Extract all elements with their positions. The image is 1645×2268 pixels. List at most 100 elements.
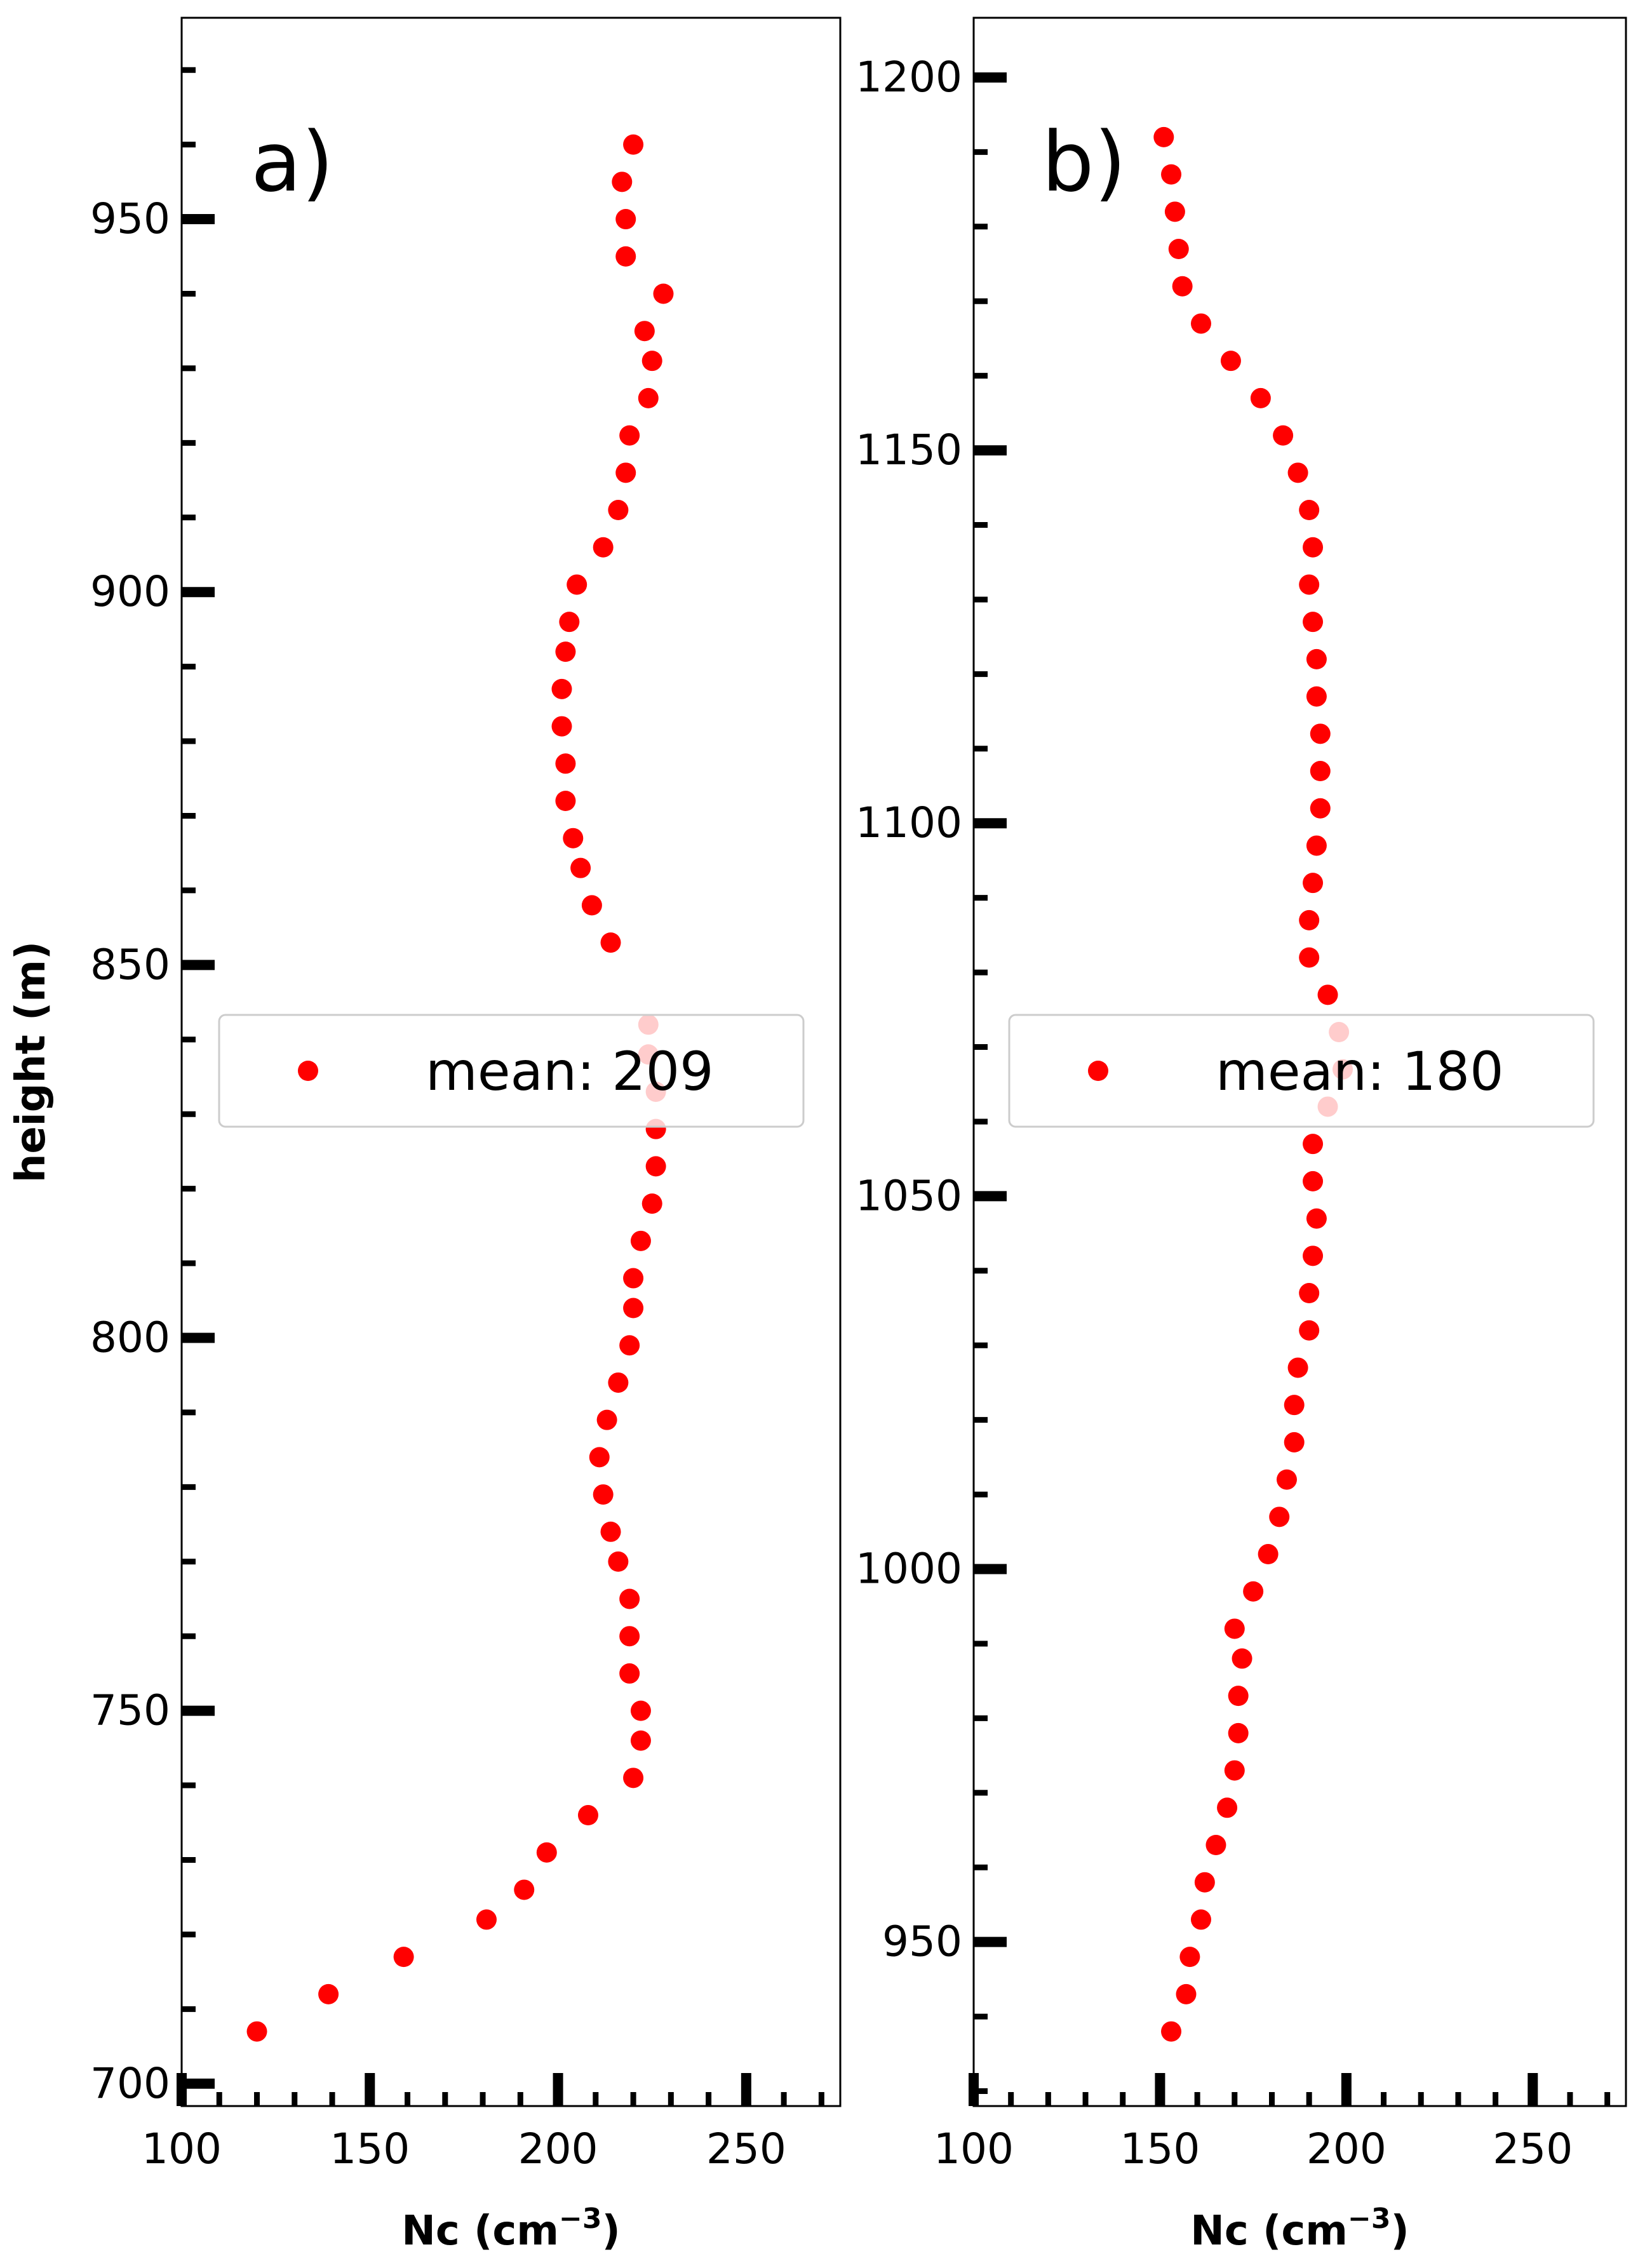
panel-b-data-point [1284, 1395, 1305, 1416]
panel-b-data-point [1303, 1171, 1324, 1191]
panel-b-data-point [1276, 1469, 1297, 1490]
panel-a-label: a) [251, 114, 333, 210]
panel-b-data-point [1164, 201, 1185, 222]
panel-a-data-point [476, 1909, 497, 1930]
panel-a-data-point [630, 1730, 651, 1751]
panel-a-data-point [623, 134, 644, 155]
panel-a-data-point [563, 828, 584, 849]
panel-a-data-point [608, 500, 629, 521]
panel-a-data-point [318, 1983, 339, 2004]
panel-a-data-point [619, 1626, 640, 1647]
panel-b-x-axis-label: Nc (cm−3) [1190, 2203, 1409, 2255]
panel-b-data-point [1299, 574, 1320, 595]
panel-b-data-point [1179, 1947, 1200, 1968]
panel-a-data-point [581, 895, 602, 916]
panel-a-data-point [638, 387, 659, 408]
panel-b-data-point [1299, 909, 1320, 930]
panel-a-data-point [596, 1409, 617, 1430]
panel-a-data-point [551, 716, 572, 737]
panel-a-x-tick-label: 250 [706, 2124, 786, 2173]
panel-b-major-ticks [969, 72, 1538, 2106]
panel-b-data-point [1317, 984, 1338, 1005]
panel-b-y-tick-label: 1150 [856, 426, 962, 474]
panel-b-data-point [1224, 1760, 1245, 1781]
panel-a-minor-ticks [182, 67, 824, 2106]
panel-b-y-tick-label: 1200 [856, 53, 962, 102]
panel-b-data-point [1228, 1686, 1249, 1707]
panel-b-data-point [1269, 1506, 1290, 1527]
panel-a-data-point [600, 1521, 621, 1542]
panel-a-data-point [589, 1447, 610, 1468]
panel-a-x-tick-label: 150 [330, 2124, 410, 2173]
panel-a-y-tick-label: 950 [90, 194, 170, 243]
panel-a-y-tick-label: 800 [90, 1313, 170, 1362]
panel-b-legend-box [1008, 1014, 1595, 1128]
panel-b-x-axis-label-exponent: −3 [1348, 2203, 1390, 2235]
panel-b-data-point [1220, 351, 1241, 372]
panel-b-data-point [1168, 239, 1189, 260]
panel-a-data-point [246, 2021, 267, 2042]
panel-a-data-point [630, 1230, 651, 1251]
panel-a-data-point [623, 1768, 644, 1788]
panel-a-points [246, 134, 674, 2042]
panel-a-data-point [608, 1372, 629, 1393]
panel-b-data-point [1190, 313, 1211, 334]
panel-b-y-tick-labels: 950 1000 1050 1100 1150 1200 [856, 53, 962, 1966]
panel-a-x-tick-label: 100 [142, 2124, 222, 2173]
panel-b-data-point [1224, 1618, 1245, 1639]
panel-b-legend-marker [1088, 1061, 1108, 1081]
panel-b-data-point [1273, 425, 1294, 446]
panel-b-data-point [1172, 276, 1193, 297]
panel-b-y-tick-label: 1100 [856, 798, 962, 847]
panel-b-x-tick-label: 250 [1493, 2124, 1573, 2173]
panel-a-data-point [593, 537, 614, 558]
panel-a-data-point [567, 574, 588, 595]
panel-a-data-point [514, 1879, 535, 1900]
panel-a-y-tick-labels: 700 750 800 850 900 950 [90, 194, 170, 2108]
panel-b-y-tick-label: 1050 [856, 1171, 962, 1220]
panel-a-legend: mean: 209 [218, 1014, 805, 1128]
panel-a-data-point [536, 1842, 557, 1863]
panel-a: 700 750 800 850 900 950 100 150 200 250 a) mean:… [8, 17, 842, 2255]
panel-a-data-point [577, 1805, 598, 1826]
panel-a-data-point [619, 1588, 640, 1609]
panel-b-data-point [1161, 2021, 1182, 2042]
panel-b-data-point [1306, 686, 1327, 707]
panel-b-x-tick-label: 100 [934, 2124, 1014, 2173]
panel-b-x-tick-labels: 100 150 200 250 [934, 2124, 1573, 2173]
panel-a-y-tick-label: 900 [90, 567, 170, 616]
panel-a-legend-box [218, 1014, 805, 1128]
panel-a-data-point [641, 1193, 662, 1214]
panel-b-minor-ticks [974, 149, 1611, 2106]
panel-b-data-point [1303, 873, 1324, 894]
panel-b-data-point [1306, 1208, 1327, 1229]
panel-a-y-tick-label: 700 [90, 2059, 170, 2108]
panel-a-y-tick-label: 750 [90, 1686, 170, 1735]
panel-b-legend-text: mean: 180 [1216, 1040, 1504, 1103]
panel-b-data-point [1303, 1245, 1324, 1266]
panel-a-data-point [623, 1268, 644, 1289]
panel-b-data-point [1250, 387, 1271, 408]
panel-b-data-point [1303, 537, 1324, 558]
panel-a-data-point [555, 753, 576, 774]
panel-a-x-tick-labels: 100 150 200 250 [142, 2124, 786, 2173]
panel-a-plot-frame [180, 17, 842, 2107]
panel-b-x-axis-label-main: Nc (cm [1190, 2208, 1348, 2255]
panel-a-major-ticks [177, 214, 751, 2106]
panel-b-data-point [1176, 1983, 1197, 2004]
panel-a-data-point [653, 283, 674, 304]
panel-b-data-point [1303, 612, 1324, 633]
panel-b-x-tick-label: 150 [1120, 2124, 1200, 2173]
panel-b-data-point [1243, 1581, 1264, 1602]
panel-b-data-point [1299, 500, 1320, 521]
panel-a-data-point [634, 321, 655, 342]
panel-a-data-point [393, 1947, 414, 1968]
panel-b-data-point [1190, 1909, 1211, 1930]
panel-a-x-axis-label: Nc (cm−3) [401, 2203, 620, 2255]
panel-b-data-point [1284, 1432, 1305, 1453]
panel-a-data-point [615, 462, 636, 483]
panel-a-x-axis-label-main: Nc (cm [401, 2208, 559, 2255]
panel-b-data-point [1287, 462, 1308, 483]
